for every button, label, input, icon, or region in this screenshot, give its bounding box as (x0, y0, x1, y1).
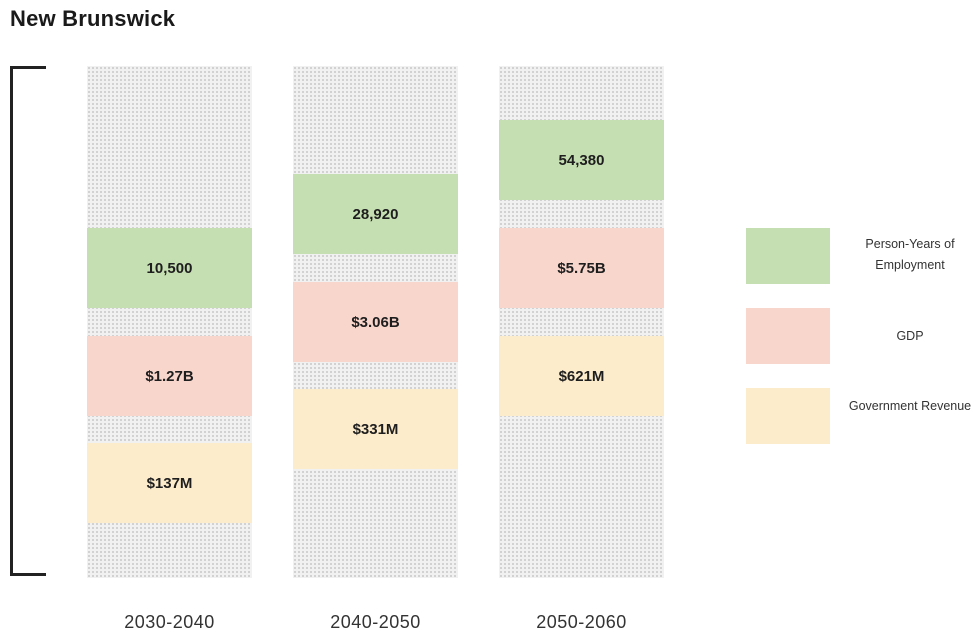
period-column-2050-2060: 54,380 $5.75B $621M (499, 66, 664, 578)
legend-label-employment: Person-Years of Employment (865, 237, 955, 272)
chart-title: New Brunswick (10, 6, 176, 31)
period-label: 2030-2040 (124, 612, 215, 632)
period-label: 2050-2060 (536, 612, 627, 632)
gdp-value: $1.27B (87, 336, 252, 416)
revenue-value: $137M (87, 443, 252, 523)
employment-value: 54,380 (499, 120, 664, 200)
legend-label-gdp: GDP (896, 329, 924, 343)
gdp-value: $3.06B (293, 282, 458, 362)
gdp-value: $5.75B (499, 228, 664, 308)
legend-swatch-revenue (746, 388, 830, 444)
employment-value: 28,920 (293, 174, 458, 254)
bracket-line (10, 66, 46, 576)
legend-label-revenue: Government Revenue (848, 399, 972, 413)
revenue-value: $331M (293, 389, 458, 469)
employment-value: 10,500 (87, 228, 252, 308)
legend-swatch-gdp (746, 308, 830, 364)
period-column-2040-2050: 28,920 $3.06B $331M (293, 66, 458, 578)
period-column-2030-2040: 10,500 $1.27B $137M (87, 66, 252, 578)
legend-swatch-employment (746, 228, 830, 284)
period-label: 2040-2050 (330, 612, 421, 632)
revenue-value: $621M (499, 336, 664, 416)
